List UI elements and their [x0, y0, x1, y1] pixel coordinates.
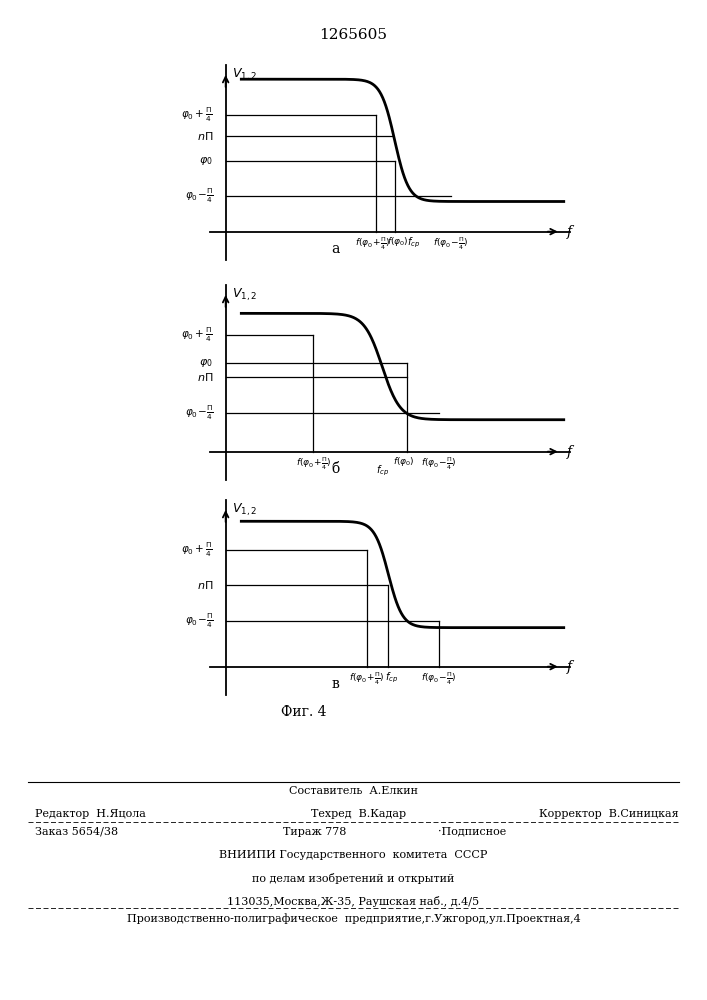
Text: ·Подписное: ·Подписное: [438, 827, 507, 837]
Text: в: в: [332, 677, 339, 691]
Text: $\varphi_0\!-\!\frac{\Pi}{4}$: $\varphi_0\!-\!\frac{\Pi}{4}$: [185, 611, 213, 630]
Text: $f(\varphi_0\!+\!\frac{\Pi}{4})$: $f(\varphi_0\!+\!\frac{\Pi}{4})$: [296, 455, 331, 472]
Text: а: а: [331, 242, 339, 256]
Text: $f(\varphi_0)$: $f(\varphi_0)$: [393, 455, 415, 468]
Text: f: f: [567, 660, 572, 674]
Text: $f(\varphi_0)$: $f(\varphi_0)$: [387, 235, 409, 248]
Text: Заказ 5654/38: Заказ 5654/38: [35, 827, 119, 837]
Text: $f_{cp}$: $f_{cp}$: [407, 235, 420, 250]
Text: $V_{1,2}$: $V_{1,2}$: [232, 287, 257, 303]
Text: f: f: [567, 445, 572, 459]
Text: $\varphi_0\!-\!\frac{\Pi}{4}$: $\varphi_0\!-\!\frac{\Pi}{4}$: [185, 403, 213, 422]
Text: $\varphi_0$: $\varphi_0$: [199, 357, 213, 369]
Text: $\varphi_0+\frac{\Pi}{4}$: $\varphi_0+\frac{\Pi}{4}$: [181, 105, 213, 124]
Text: $V_{1,2}$: $V_{1,2}$: [232, 502, 257, 518]
Text: по делам изобретений и открытий: по делам изобретений и открытий: [252, 873, 455, 884]
Text: Корректор  В.Синицкая: Корректор В.Синицкая: [539, 809, 679, 819]
Text: Тираж 778: Тираж 778: [283, 827, 346, 837]
Text: $f(\varphi_0\!+\!\frac{\Pi}{4})$: $f(\varphi_0\!+\!\frac{\Pi}{4})$: [355, 235, 390, 252]
Text: $n\Pi$: $n\Pi$: [197, 371, 213, 383]
Text: $n\Pi$: $n\Pi$: [197, 579, 213, 591]
Text: f: f: [567, 225, 572, 239]
Text: $n\Pi$: $n\Pi$: [197, 130, 213, 142]
Text: $\varphi_0$: $\varphi_0$: [199, 155, 213, 167]
Text: Техред  В.Кадар: Техред В.Кадар: [311, 809, 407, 819]
Text: Составитель  А.Елкин: Составитель А.Елкин: [289, 786, 418, 796]
Text: б: б: [331, 462, 339, 476]
Text: 1265605: 1265605: [320, 28, 387, 42]
Text: $f_{cp}$: $f_{cp}$: [375, 464, 389, 478]
Text: Редактор  Н.Яцола: Редактор Н.Яцола: [35, 809, 146, 819]
Text: Фиг. 4: Фиг. 4: [281, 705, 327, 719]
Text: $\varphi_0\!-\!\frac{\Pi}{4}$: $\varphi_0\!-\!\frac{\Pi}{4}$: [185, 187, 213, 205]
Text: $f(\varphi_0\!-\!\frac{\Pi}{4})$: $f(\varphi_0\!-\!\frac{\Pi}{4})$: [421, 455, 456, 472]
Text: Производственно-полиграфическое  предприятие,г.Ужгород,ул.Проектная,4: Производственно-полиграфическое предприя…: [127, 913, 580, 924]
Text: $f(\varphi_0\!+\!\frac{\Pi}{4})$: $f(\varphi_0\!+\!\frac{\Pi}{4})$: [349, 670, 385, 687]
Text: $\varphi_0+\frac{\Pi}{4}$: $\varphi_0+\frac{\Pi}{4}$: [181, 540, 213, 559]
Text: $f(\varphi_0\!-\!\frac{\Pi}{4})$: $f(\varphi_0\!-\!\frac{\Pi}{4})$: [433, 235, 469, 252]
Text: ВНИИПИ Государственного  комитета  СССР: ВНИИПИ Государственного комитета СССР: [219, 850, 488, 860]
Text: $f(\varphi_0\!-\!\frac{\Pi}{4})$: $f(\varphi_0\!-\!\frac{\Pi}{4})$: [421, 670, 456, 687]
Text: $\varphi_0+\frac{\Pi}{4}$: $\varphi_0+\frac{\Pi}{4}$: [181, 325, 213, 344]
Text: $f_{cp}$: $f_{cp}$: [385, 670, 398, 685]
Text: $V_{1,2}$: $V_{1,2}$: [232, 67, 257, 83]
Text: 113035,Москва,Ж-35, Раушская наб., д.4/5: 113035,Москва,Ж-35, Раушская наб., д.4/5: [228, 896, 479, 907]
